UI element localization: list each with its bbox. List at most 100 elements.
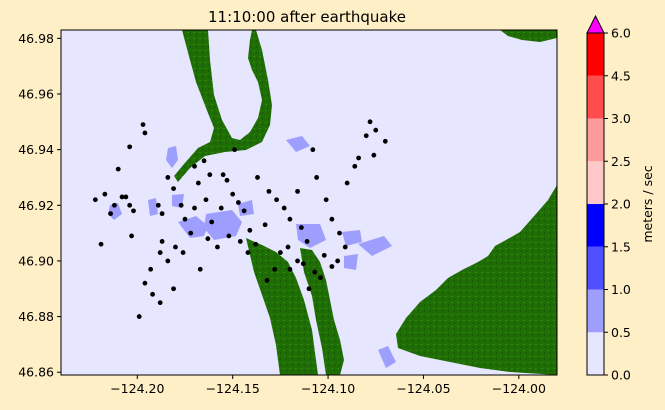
gauge-marker-63: [226, 233, 232, 239]
gauge-marker-56: [287, 266, 293, 272]
gauge-marker-67: [188, 230, 194, 236]
gauge-marker-51: [321, 252, 327, 258]
velocity-patches: [108, 136, 396, 368]
y-tick-label: 46.88: [18, 309, 54, 324]
gauge-marker-31: [266, 188, 272, 194]
colorbar-tick-label: 4.5: [611, 68, 631, 83]
gauge-marker-79: [192, 205, 197, 211]
colorbar-segment-1: [587, 289, 604, 333]
gauge-marker-75: [150, 291, 155, 297]
gauge-marker-77: [171, 286, 176, 292]
gauge-marker-22: [201, 158, 207, 164]
gauge-marker-8: [131, 208, 136, 214]
gauge-marker-53: [318, 275, 323, 281]
colorbar-segment-5: [587, 118, 604, 162]
gauge-marker-0: [92, 197, 98, 203]
gauge-marker-45: [367, 119, 373, 125]
y-tick-label: 46.96: [18, 86, 54, 101]
colorbar-segment-3: [587, 204, 604, 247]
gauge-marker-7: [127, 202, 133, 208]
gauge-marker-74: [136, 314, 142, 319]
chart-title: 11:10:00 after earthquake: [208, 8, 406, 26]
x-tick-label: −124.15: [206, 381, 260, 396]
gauge-marker-19: [192, 163, 197, 169]
x-tick-label: −124.00: [492, 381, 546, 396]
gauge-marker-83: [262, 222, 268, 228]
gauge-marker-15: [159, 211, 165, 217]
gauge-marker-50: [310, 147, 316, 153]
y-tick-label: 46.98: [18, 31, 54, 46]
gauge-marker-20: [195, 180, 201, 186]
colorbar-segment-7: [587, 33, 604, 76]
colorbar-tick-label: 2.0: [611, 197, 631, 212]
gauge-marker-57: [277, 250, 283, 255]
gauge-marker-65: [205, 236, 211, 242]
gauge-marker-55: [295, 258, 300, 264]
gauge-marker-89: [159, 239, 165, 244]
gauge-marker-64: [215, 244, 220, 250]
y-axis: 46.86 46.88 46.90 46.92 46.94 46.96 46.98: [18, 31, 61, 380]
gauge-marker-86: [312, 269, 318, 275]
land-northeast: [500, 30, 557, 42]
gauge-marker-73: [142, 280, 148, 286]
gauge-marker-32: [274, 197, 279, 203]
gauge-marker-85: [300, 261, 306, 267]
gauge-marker-47: [382, 138, 388, 144]
gauge-marker-26: [230, 191, 236, 197]
gauge-marker-88: [342, 244, 348, 250]
land-south-peninsula: [246, 238, 318, 375]
gauge-marker-12: [140, 122, 146, 127]
gauge-marker-13: [142, 130, 148, 136]
gauge-marker-39: [323, 197, 329, 203]
gauge-marker-76: [157, 300, 163, 306]
colorbar-tick-label: 6.0: [611, 26, 631, 41]
gauge-marker-17: [171, 186, 176, 191]
x-tick-label: −124.20: [110, 381, 164, 396]
colorbar-tick-label: 3.0: [611, 111, 631, 126]
colorbar-tick-label: 0.0: [611, 368, 631, 383]
colorbar-segment-6: [587, 75, 604, 119]
gauge-marker-71: [157, 250, 163, 255]
gauge-marker-48: [371, 152, 377, 158]
gauge-marker-58: [272, 266, 278, 272]
colorbar-tick-label: 0.5: [611, 325, 631, 340]
colorbar-label: meters / sec: [640, 165, 655, 242]
gauge-marker-82: [247, 227, 253, 233]
gauge-marker-5: [119, 194, 125, 200]
gauge-marker-43: [356, 155, 361, 161]
colorbar-tick-label: 1.0: [611, 282, 631, 297]
colorbar-segment-2: [587, 246, 604, 290]
gauge-marker-33: [281, 205, 287, 211]
gauge-marker-68: [180, 250, 186, 255]
gauge-marker-25: [224, 177, 230, 183]
gauge-marker-3: [108, 211, 113, 217]
gauge-marker-80: [209, 219, 215, 225]
gauge-marker-40: [329, 216, 335, 222]
gauge-marker-41: [337, 230, 342, 236]
gauge-marker-81: [218, 205, 224, 211]
gauge-marker-14: [155, 202, 161, 208]
y-tick-label: 46.94: [18, 142, 54, 157]
gauge-marker-34: [287, 216, 293, 222]
colorbar-extend-arrow: [586, 14, 605, 34]
x-tick-label: −124.05: [396, 381, 450, 396]
gauge-marker-66: [197, 266, 203, 272]
gauge-marker-59: [264, 278, 270, 283]
gauge-marker-4: [112, 202, 117, 208]
land-north-spit: [174, 30, 272, 182]
y-tick-label: 46.86: [18, 365, 54, 380]
gauge-marker-61: [245, 250, 251, 255]
y-tick-label: 46.90: [18, 253, 54, 268]
gauge-marker-42: [344, 180, 350, 186]
gauge-marker-23: [207, 172, 213, 178]
gauge-marker-9: [129, 233, 134, 239]
gauge-marker-10: [115, 166, 121, 172]
gauge-marker-70: [165, 258, 171, 264]
x-tick-label: −124.10: [301, 381, 355, 396]
gauge-marker-78: [182, 216, 188, 222]
land-south-inner: [300, 248, 344, 375]
gauge-marker-29: [232, 147, 238, 153]
gauge-marker-69: [173, 244, 178, 250]
plot-frame: [60, 29, 558, 376]
